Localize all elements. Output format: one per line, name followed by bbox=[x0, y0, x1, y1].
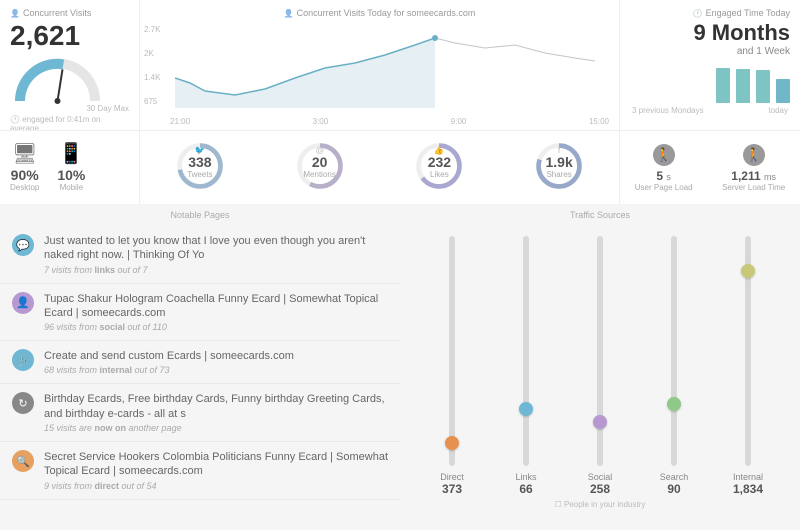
server-load-label: Server Load Time bbox=[722, 183, 785, 192]
engaged-sub: and 1 Week bbox=[630, 46, 790, 57]
source-value: 66 bbox=[519, 482, 532, 496]
page-meta: 96 visits from social out of 110 bbox=[44, 322, 388, 332]
engaged-value: 9 Months bbox=[630, 20, 790, 46]
page-meta: 9 visits from direct out of 54 bbox=[44, 481, 388, 491]
bottom-row: Notable Pages 💬 Just wanted to let you k… bbox=[0, 204, 800, 530]
page-type-icon: 🔍 bbox=[12, 450, 34, 472]
page-item[interactable]: ↻ Birthday Ecards, Free birthday Cards, … bbox=[0, 384, 400, 442]
social-tweets[interactable]: 🐦 338 Tweets bbox=[174, 140, 226, 195]
user-load: 🚶 5 s User Page Load bbox=[635, 144, 693, 192]
pages-panel: Notable Pages 💬 Just wanted to let you k… bbox=[0, 204, 400, 530]
source-social[interactable]: Social 258 bbox=[575, 236, 625, 496]
source-label: Direct bbox=[440, 472, 464, 482]
source-slider[interactable] bbox=[597, 236, 603, 466]
sources-header: Traffic Sources bbox=[400, 204, 800, 226]
concurrent-panel: Concurrent Visits 2,621 30 Day Max engag… bbox=[0, 0, 140, 130]
page-title: Create and send custom Ecards | someecar… bbox=[44, 349, 294, 363]
server-load-value: 1,211 ms bbox=[722, 169, 785, 183]
source-links[interactable]: Links 66 bbox=[501, 236, 551, 496]
server-load: 🚶 1,211 ms Server Load Time bbox=[722, 144, 785, 192]
page-item[interactable]: 🔍 Secret Service Hookers Colombia Politi… bbox=[0, 442, 400, 500]
source-search[interactable]: Search 90 bbox=[649, 236, 699, 496]
walk-icon: 🚶 bbox=[743, 144, 765, 166]
desktop-icon: 🖥 bbox=[10, 141, 39, 163]
source-value: 90 bbox=[667, 482, 680, 496]
mobile-label: Mobile bbox=[57, 183, 85, 192]
page-title: Secret Service Hookers Colombia Politici… bbox=[44, 450, 388, 479]
page-title: Birthday Ecards, Free birthday Cards, Fu… bbox=[44, 392, 388, 421]
page-meta: 15 visits are now on another page bbox=[44, 423, 388, 433]
device-panel: 🖥 90% Desktop 📱 10% Mobile bbox=[0, 131, 140, 204]
page-type-icon: 🔗 bbox=[12, 349, 34, 371]
concurrent-value: 2,621 bbox=[10, 20, 129, 52]
load-panel: 🚶 5 s User Page Load 🚶 1,211 ms Server L… bbox=[620, 131, 800, 204]
top-row: Concurrent Visits 2,621 30 Day Max engag… bbox=[0, 0, 800, 130]
desktop-pct: 90% bbox=[10, 167, 39, 183]
social-panel: 🐦 338 Tweets @ 20 Mentions 👍 232 Likes f… bbox=[140, 131, 620, 204]
pages-header: Notable Pages bbox=[0, 204, 400, 226]
chart-xaxis: 21:003:009:0015:00 bbox=[170, 117, 609, 126]
user-load-value: 5 s bbox=[635, 169, 693, 183]
mobile-pct: 10% bbox=[57, 167, 85, 183]
engaged-panel: Engaged Time Today 9 Months and 1 Week 3… bbox=[620, 0, 800, 130]
source-direct[interactable]: Direct 373 bbox=[427, 236, 477, 496]
source-label: Links bbox=[515, 472, 536, 482]
source-slider[interactable] bbox=[449, 236, 455, 466]
social-mentions[interactable]: @ 20 Mentions bbox=[294, 140, 346, 195]
pages-list: 💬 Just wanted to let you know that I lov… bbox=[0, 226, 400, 500]
page-meta: 7 visits from links out of 7 bbox=[44, 265, 388, 275]
chart-panel: Concurrent Visits Today for someecards.c… bbox=[140, 0, 620, 130]
engaged-label: Engaged Time Today bbox=[630, 8, 790, 18]
sources-panel: Traffic Sources Direct 373 Links 66 Soci… bbox=[400, 204, 800, 530]
device-desktop: 🖥 90% Desktop bbox=[10, 141, 39, 194]
source-label: Social bbox=[588, 472, 613, 482]
source-value: 258 bbox=[590, 482, 610, 496]
engaged-bars-label: 3 previous Mondaystoday bbox=[630, 106, 790, 115]
dashboard: Concurrent Visits 2,621 30 Day Max engag… bbox=[0, 0, 800, 530]
page-item[interactable]: 👤 Tupac Shakur Hologram Coachella Funny … bbox=[0, 284, 400, 342]
mid-row: 🖥 90% Desktop 📱 10% Mobile 🐦 338 Tweets … bbox=[0, 130, 800, 204]
user-load-label: User Page Load bbox=[635, 183, 693, 192]
chart-label: Concurrent Visits Today for someecards.c… bbox=[150, 8, 609, 18]
mobile-icon: 📱 bbox=[57, 141, 85, 163]
source-slider[interactable] bbox=[523, 236, 529, 466]
page-item[interactable]: 🔗 Create and send custom Ecards | someec… bbox=[0, 341, 400, 384]
engaged-bars bbox=[630, 63, 790, 103]
page-type-icon: 👤 bbox=[12, 292, 34, 314]
page-title: Just wanted to let you know that I love … bbox=[44, 234, 388, 263]
desktop-label: Desktop bbox=[10, 183, 39, 192]
social-shares[interactable]: f 1.9k Shares bbox=[533, 140, 585, 195]
line-chart bbox=[175, 23, 605, 108]
source-internal[interactable]: Internal 1,834 bbox=[723, 236, 773, 496]
device-mobile: 📱 10% Mobile bbox=[57, 141, 85, 194]
source-label: Search bbox=[660, 472, 689, 482]
page-meta: 68 visits from internal out of 73 bbox=[44, 365, 294, 375]
source-value: 1,834 bbox=[733, 482, 763, 496]
source-slider[interactable] bbox=[671, 236, 677, 466]
page-title: Tupac Shakur Hologram Coachella Funny Ec… bbox=[44, 292, 388, 321]
sources-grid: Direct 373 Links 66 Social 258 Search 90… bbox=[400, 226, 800, 496]
gauge bbox=[10, 56, 105, 106]
source-label: Internal bbox=[733, 472, 763, 482]
page-item[interactable]: 💬 Just wanted to let you know that I lov… bbox=[0, 226, 400, 284]
page-type-icon: 💬 bbox=[12, 234, 34, 256]
page-type-icon: ↻ bbox=[12, 392, 34, 414]
source-value: 373 bbox=[442, 482, 462, 496]
social-likes[interactable]: 👍 232 Likes bbox=[413, 140, 465, 195]
footer-note: ☐ People in your industry bbox=[400, 496, 800, 509]
source-slider[interactable] bbox=[745, 236, 751, 466]
concurrent-label: Concurrent Visits bbox=[10, 8, 129, 18]
chart-yaxis: 2.7K2K1.4K675 bbox=[144, 25, 160, 121]
walk-icon: 🚶 bbox=[653, 144, 675, 166]
